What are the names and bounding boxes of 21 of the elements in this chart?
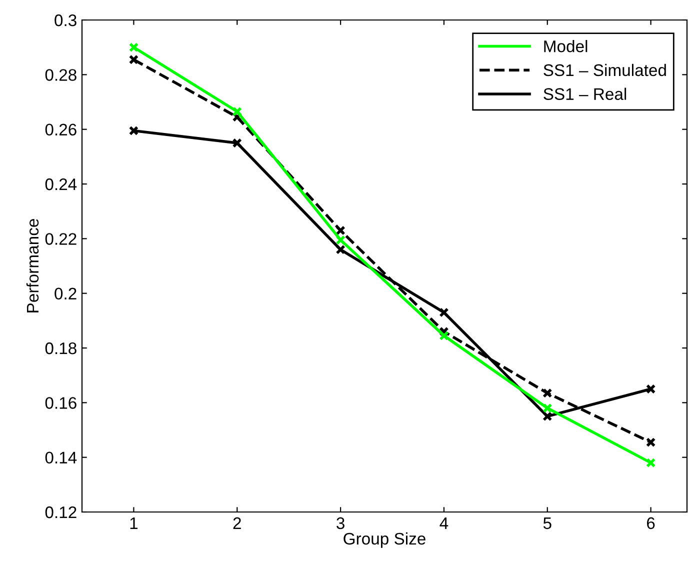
y-axis-title: Performance — [26, 219, 39, 312]
x-tick-label: 3 — [336, 517, 344, 530]
x-axis-title: Group Size — [344, 532, 426, 548]
y-tick-label: 0.12 — [45, 506, 76, 518]
y-tick-label: 0.28 — [45, 69, 76, 81]
x-tick-label: 1 — [130, 517, 138, 529]
y-tick-label: 0.22 — [45, 233, 76, 245]
y-tick-label: 0.3 — [54, 14, 76, 26]
x-tick-label: 5 — [543, 517, 552, 530]
legend-label: SS1 – Simulated — [544, 64, 666, 76]
y-tick-label: 0.26 — [45, 124, 76, 136]
y-tick-label: 0.14 — [45, 452, 77, 464]
y-tick-label: 0.2 — [54, 288, 76, 300]
y-tick-label: 0.16 — [45, 397, 76, 409]
legend-label: Model — [544, 40, 588, 52]
x-tick-label: 2 — [233, 517, 241, 529]
x-tick-label: 6 — [647, 517, 655, 530]
y-tick-label: 0.18 — [45, 342, 76, 354]
x-tick-label: 4 — [440, 517, 448, 529]
legend-label: SS1 – Real — [544, 88, 626, 100]
y-tick-label: 0.24 — [45, 178, 77, 190]
